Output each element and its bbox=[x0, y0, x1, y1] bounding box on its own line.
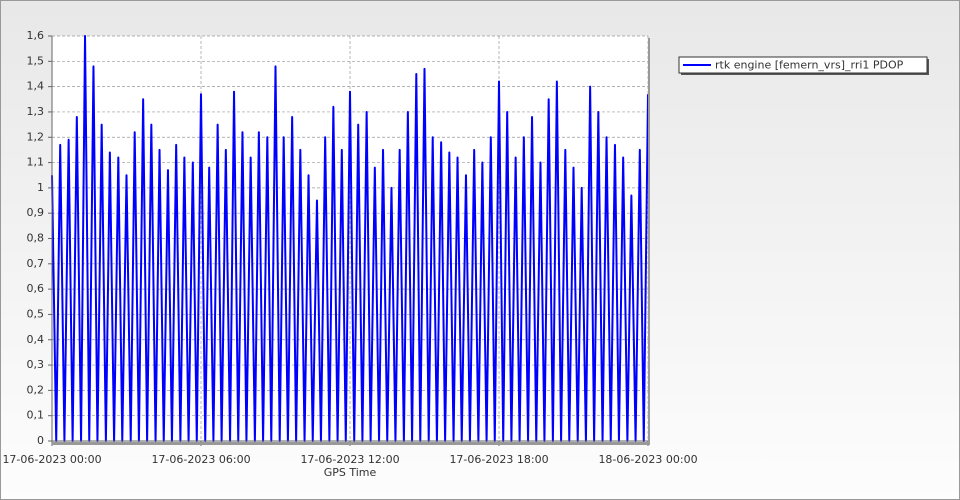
y-tick-label: 0,3 bbox=[27, 358, 45, 371]
y-tick-label: 0,4 bbox=[27, 333, 45, 346]
y-tick-label: 1,6 bbox=[27, 29, 45, 42]
y-tick-label: 1,3 bbox=[27, 105, 45, 118]
y-tick-label: 0 bbox=[37, 434, 44, 447]
data-line bbox=[51, 35, 649, 442]
y-tick-label: 0,7 bbox=[27, 257, 45, 270]
y-tick-label: 1,1 bbox=[27, 156, 45, 169]
y-tick-label: 1 bbox=[37, 181, 44, 194]
x-tick-label: 17-06-2023 18:00 bbox=[449, 453, 548, 466]
legend-label: rtk engine [femern_vrs]_rri1 PDOP bbox=[715, 59, 904, 72]
axis-shadow bbox=[648, 38, 650, 443]
legend bbox=[678, 56, 928, 74]
x-tick-label: 17-06-2023 06:00 bbox=[151, 453, 250, 466]
y-tick-label: 1,5 bbox=[27, 54, 45, 67]
y-tick-label: 1,2 bbox=[27, 130, 45, 143]
y-tick-label: 1,4 bbox=[27, 80, 45, 93]
y-tick-label: 0,5 bbox=[27, 307, 45, 320]
x-tick-label: 17-06-2023 12:00 bbox=[300, 453, 399, 466]
y-tick-label: 0,8 bbox=[27, 232, 45, 245]
y-tick-label: 0,6 bbox=[27, 282, 45, 295]
y-tick-label: 0,1 bbox=[27, 409, 45, 422]
axis-shadow bbox=[52, 442, 650, 445]
y-tick-label: 0,9 bbox=[27, 206, 45, 219]
x-tick-label: 18-06-2023 00:00 bbox=[598, 453, 697, 466]
y-tick-label: 0,2 bbox=[27, 383, 45, 396]
x-tick-label: 17-06-2023 00:00 bbox=[2, 453, 101, 466]
x-axis-label: GPS Time bbox=[324, 466, 377, 479]
